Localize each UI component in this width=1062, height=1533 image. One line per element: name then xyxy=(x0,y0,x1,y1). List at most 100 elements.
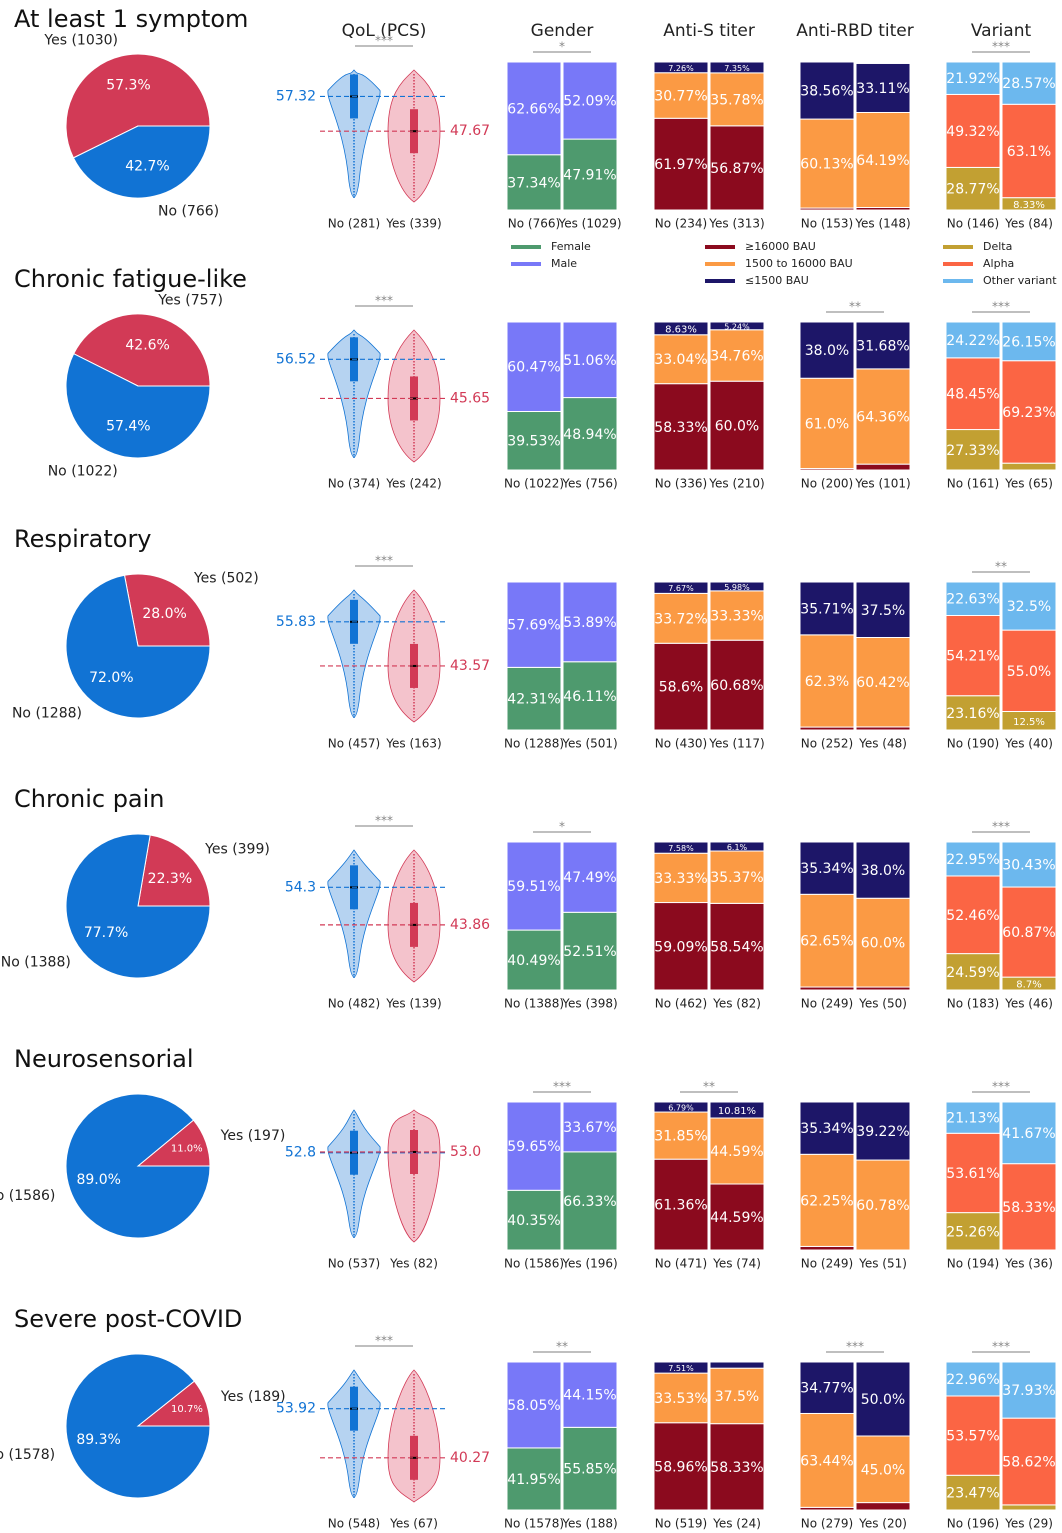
pie-label-yes: Yes (399) xyxy=(204,841,270,857)
anti_rbd-value-label: 64.19% xyxy=(856,153,909,169)
anti_s-value-label: 33.33% xyxy=(654,871,707,887)
variant-value-label: 28.57% xyxy=(1002,76,1055,92)
anti_rbd-value-label: 60.0% xyxy=(861,936,905,952)
variant-value-label: 37.93% xyxy=(1002,1383,1055,1399)
pie-label-yes: Yes (757) xyxy=(157,293,223,309)
anti_rbd-bar-segment xyxy=(855,368,911,465)
anti_rbd-value-label: 38.0% xyxy=(805,343,849,359)
anti_s-value-label: 56.87% xyxy=(710,161,763,177)
variant-value-label: 54.21% xyxy=(946,649,999,665)
anti_rbd-category-label: Yes (101) xyxy=(854,477,910,491)
median-value-yes: 40.27 xyxy=(450,1450,490,1466)
qol-category-label: No (374) xyxy=(328,477,380,491)
anti_rbd-bar-segment xyxy=(799,1153,855,1247)
anti_s-value-label: 35.78% xyxy=(710,92,763,108)
anti_rbd-bar-segment xyxy=(799,581,855,636)
gender-value-label: 37.34% xyxy=(507,175,560,191)
legend-label: 1500 to 16000 BAU xyxy=(745,257,853,270)
gender-bar-segment xyxy=(506,1101,562,1191)
anti_rbd-value-label: 38.0% xyxy=(861,863,905,879)
pie-chart: 28.0% 72.0% Yes (502) No (1288) xyxy=(12,570,259,721)
row-title: Neurosensorial xyxy=(14,1045,194,1073)
symptom-row: Chronic fatigue-like 42.6% 57.4% Yes (757) N… xyxy=(14,265,1057,491)
variant-value-label: 63.1% xyxy=(1007,144,1051,160)
anti_s-bar-segment xyxy=(709,329,765,382)
variant-bar-segment xyxy=(945,1474,1001,1511)
anti_rbd-bar-segment xyxy=(799,1101,855,1155)
pie-value-yes: 10.7% xyxy=(171,1404,203,1415)
variant-chart: 28.77% 49.32% 21.92% No (146) 8.33% 63.1% 28.5… xyxy=(945,40,1057,231)
gender-category-label: Yes (501) xyxy=(561,737,617,751)
gender-category-label: Yes (1029) xyxy=(557,217,621,231)
variant-bar-segment xyxy=(945,1395,1001,1476)
legend-label: Delta xyxy=(983,240,1012,253)
anti_s-chart: 58.33% 33.04% 8.63% No (336) 60.0% 34.76% 5.24… xyxy=(653,321,765,491)
legend-item-antis-1: 1500 to 16000 BAU xyxy=(705,257,853,270)
variant-category-label: No (183) xyxy=(947,997,999,1011)
anti_s-value-label: 58.54% xyxy=(710,940,763,956)
anti_s-value-label: 33.53% xyxy=(654,1391,707,1407)
anti_s-category-label: No (336) xyxy=(655,477,707,491)
symptom-row: Neurosensorial 11.0% 89.0% Yes (197) No (158… xyxy=(0,1045,1057,1271)
legend-item-variant-2: Other variant xyxy=(943,274,1057,287)
variant-value-label: 30.43% xyxy=(1002,858,1055,874)
variant-category-label: Yes (36) xyxy=(1004,1257,1053,1271)
median-value-no: 52.8 xyxy=(285,1145,316,1161)
anti_s-bar-segment xyxy=(653,581,709,594)
significance-marker: *** xyxy=(992,40,1010,54)
variant-value-label: 21.92% xyxy=(946,71,999,87)
anti_s-value-label: 6.79% xyxy=(668,1104,694,1113)
anti_s-value-label: 58.96% xyxy=(654,1459,707,1475)
anti_s-bar-segment xyxy=(653,383,709,471)
variant-value-label: 55.0% xyxy=(1007,664,1051,680)
gender-value-label: 48.94% xyxy=(563,427,616,443)
variant-chart: 23.16% 54.21% 22.63% No (190) 12.5% 55.0% 32.5… xyxy=(945,560,1057,751)
anti_rbd-bar-segment xyxy=(799,1412,855,1508)
variant-bar-segment xyxy=(1001,581,1057,631)
anti_s-bar-segment xyxy=(653,592,709,644)
anti_rbd-value-label: 45.0% xyxy=(861,1462,905,1478)
qol-category-label: Yes (339) xyxy=(385,217,441,231)
variant-value-label: 69.23% xyxy=(1002,405,1055,421)
variant-category-label: No (161) xyxy=(947,477,999,491)
legend-item-variant-0: Delta xyxy=(943,240,1012,253)
anti_s-bar-segment xyxy=(653,1101,709,1113)
gender-category-label: No (1022) xyxy=(504,477,564,491)
median-value-yes: 53.0 xyxy=(450,1144,481,1160)
variant-category-label: No (190) xyxy=(947,737,999,751)
anti_rbd-value-label: 34.77% xyxy=(800,1381,853,1397)
anti_rbd-bar-segment xyxy=(855,897,911,988)
anti_rbd-value-label: 60.42% xyxy=(856,675,909,691)
significance-marker: *** xyxy=(992,1340,1010,1354)
anti_rbd-value-label: 60.78% xyxy=(856,1198,909,1214)
anti_s-bar-segment xyxy=(709,590,765,641)
pie-label-yes: Yes (197) xyxy=(220,1128,286,1144)
pie-chart: 11.0% 89.0% Yes (197) No (1586) xyxy=(0,1093,286,1239)
variant-category-label: No (146) xyxy=(947,217,999,231)
gender-value-label: 51.06% xyxy=(563,353,616,369)
anti_s-bar-segment xyxy=(653,1158,709,1251)
anti_s-category-label: Yes (313) xyxy=(708,217,764,231)
pie-label-no: No (1586) xyxy=(0,1188,55,1204)
anti_s-value-label: 5.98% xyxy=(724,583,750,592)
column-header-anti_s: Anti-S titer xyxy=(663,21,755,41)
pie-slice-no xyxy=(65,833,211,979)
anti_rbd-chart: 62.3% 35.71% No (252) 60.42% 37.5% Yes (48) xyxy=(799,581,911,751)
anti_rbd-bar-segment xyxy=(855,1159,911,1251)
anti_s-category-label: No (430) xyxy=(655,737,707,751)
anti_rbd-bar-segment xyxy=(799,321,855,379)
anti_rbd-bar-segment xyxy=(855,1101,911,1161)
anti_s-value-label: 58.6% xyxy=(659,680,703,696)
variant-value-label: 22.96% xyxy=(946,1372,999,1388)
gender-category-label: Yes (196) xyxy=(561,1257,617,1271)
gender-chart: 40.35% 59.65% No (1586) 66.33% 33.67% Yes (19… xyxy=(504,1080,618,1271)
variant-category-label: Yes (65) xyxy=(1004,477,1053,491)
anti_rbd-category-label: Yes (20) xyxy=(858,1517,907,1531)
gender-value-label: 62.66% xyxy=(507,101,560,117)
anti_s-category-label: Yes (24) xyxy=(712,1517,761,1531)
anti_s-value-label: 10.81% xyxy=(718,1106,756,1117)
variant-value-label: 53.57% xyxy=(946,1429,999,1445)
anti_s-category-label: No (462) xyxy=(655,997,707,1011)
row-title: Respiratory xyxy=(14,525,152,553)
anti_s-value-label: 6.1% xyxy=(727,843,748,852)
